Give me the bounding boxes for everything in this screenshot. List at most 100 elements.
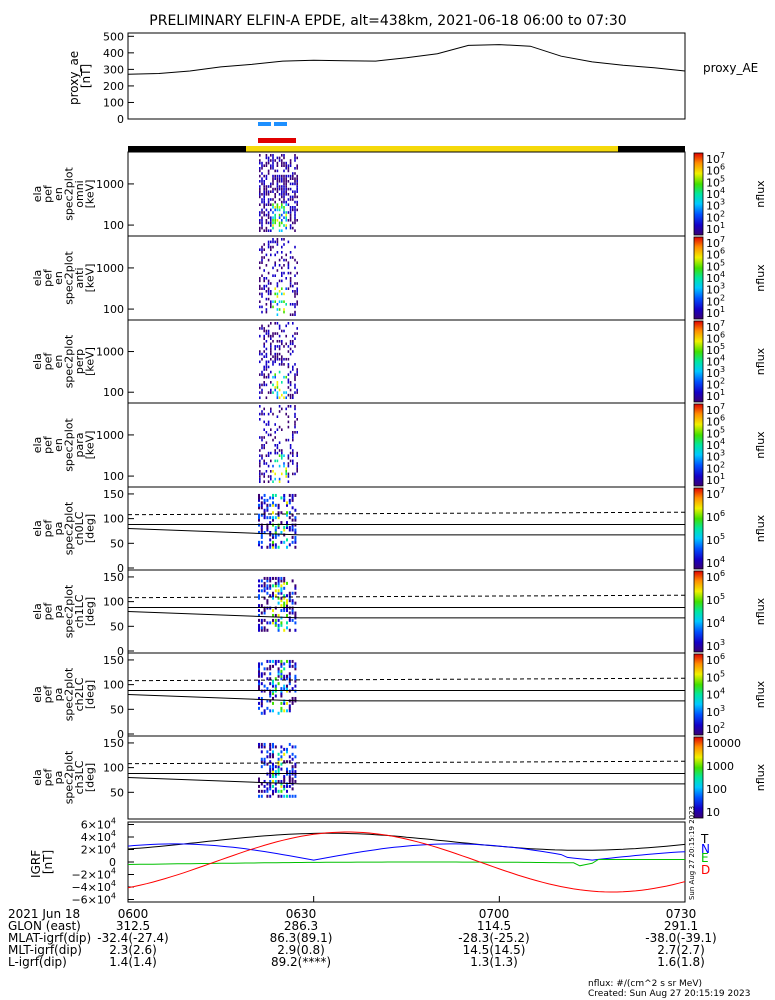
energy-y-axis-label-line: ela [31,270,44,287]
spectrogram-cell [269,621,272,625]
spectrogram-cell [261,198,263,201]
spectrogram-cell [294,518,297,522]
spectrogram-cell [265,264,268,267]
spectrogram-cell [261,357,263,361]
spectrogram-cell [263,420,265,424]
spectrogram-cell [286,747,288,751]
spectrogram-cell [277,506,280,510]
pa-y-tick-label: 100 [103,513,124,526]
spectrogram-cell [289,303,292,306]
spectrogram-cell [258,684,260,688]
spectrogram-cell [292,195,294,199]
spectrogram-cell [283,787,286,791]
spectrogram-cell [281,454,283,457]
spectrogram-cell [261,412,263,416]
igrf-y-axis-label-line: IGRF [29,850,43,878]
spectrogram-cell [294,540,297,544]
pa-colorbar-label: nflux [754,763,767,791]
spectrogram-cell [278,357,281,361]
spectrogram-cell [294,684,297,688]
spectrogram-cell [258,696,260,700]
spectrogram-cell [283,709,286,713]
spectrogram-cell [277,626,280,630]
spectrogram-cell [269,543,272,547]
spectrogram-cell [260,704,263,708]
igrf-y-tick-exp: 4 [111,867,116,876]
spectrogram-cell [266,599,269,603]
spectrogram-cell [294,775,297,779]
spectrogram-cell [286,709,288,713]
spectrogram-cell [269,677,272,681]
spectrogram-cell [258,518,260,522]
spectrogram-cell [272,609,274,613]
spectrogram-cell [287,287,290,290]
spectrogram-cell [258,706,260,710]
spectrogram-cell [280,750,283,754]
spectrogram-cell [294,274,296,277]
pa-colorbar-tick: 105 [706,669,725,684]
ae-y-tick-label: 200 [103,80,124,93]
spectrogram-cell [278,405,281,408]
spectrogram-cell [280,692,283,696]
pa-panel: 150100500elapefpaspec2plotch0LC[deg]1071… [31,486,767,575]
spectrogram-cell [263,329,265,333]
spectrogram-cell [292,449,294,452]
spectrogram-cell [278,425,281,429]
spectrogram-cell [292,459,294,463]
spectrogram-cell [259,418,261,421]
spectrogram-cell [277,613,280,617]
spectrogram-cell [277,576,280,580]
energy-colorbar-tick-exp: 4 [720,186,725,195]
spectrogram-cell [263,684,266,688]
spectrogram-cell [261,383,263,387]
spectrogram-cell [267,391,270,394]
spectrogram-cell [294,696,297,700]
spectrogram-cell [283,329,285,333]
spectrogram-cell [294,591,297,595]
spectrogram-cell [283,667,286,671]
spectrogram-cell [294,206,296,209]
spectrogram-cell [285,324,287,328]
spectrogram-cell [263,355,265,358]
spectrogram-cell [292,368,294,371]
spectrogram-cell [272,226,274,230]
spectrogram-cell [278,159,281,162]
spectrogram-cell [272,339,274,343]
spectrogram-cell [292,454,294,457]
energy-y-tick-label: 1000 [96,262,124,275]
spectrogram-cell [280,689,283,693]
spectrogram-cell [285,277,287,280]
spectrogram-cell [280,694,283,698]
spectrogram-cell [283,498,286,502]
spectrogram-cell [292,396,294,400]
spectrogram-cell [274,535,277,539]
spectrogram-cell [261,352,263,356]
spectrogram-cell [288,706,291,710]
spectrogram-cell [261,226,263,230]
spectrogram-cell [261,219,263,222]
spectrogram-cell [263,373,265,376]
spectrogram-cell [260,540,263,544]
spectrogram-cell [261,172,263,175]
spectrogram-cell [261,180,263,183]
spectrogram-cell [285,193,287,196]
spectrogram-cell [266,606,269,610]
spectrogram-cell [272,216,274,219]
spectrogram-cell [274,787,277,791]
spectrogram-cell [283,674,286,678]
spectrogram-cell [276,206,279,209]
spectrogram-cell [276,164,279,167]
spectrogram-cell [283,528,286,532]
spectrogram-cell [291,526,294,530]
spectrogram-cell [274,253,276,257]
spectrogram-cell [259,261,261,264]
igrf-legend-d: D [701,863,710,877]
spectrogram-cell [272,154,274,157]
spectrogram-cell [283,195,285,199]
spectrogram-cell [286,767,288,771]
energy-colorbar-tick-exp: 1 [720,221,725,230]
spectrogram-cell [280,767,283,771]
spectrogram-cell [281,203,283,206]
spectrogram-cell [261,436,263,439]
spectrogram-cell [267,433,270,437]
